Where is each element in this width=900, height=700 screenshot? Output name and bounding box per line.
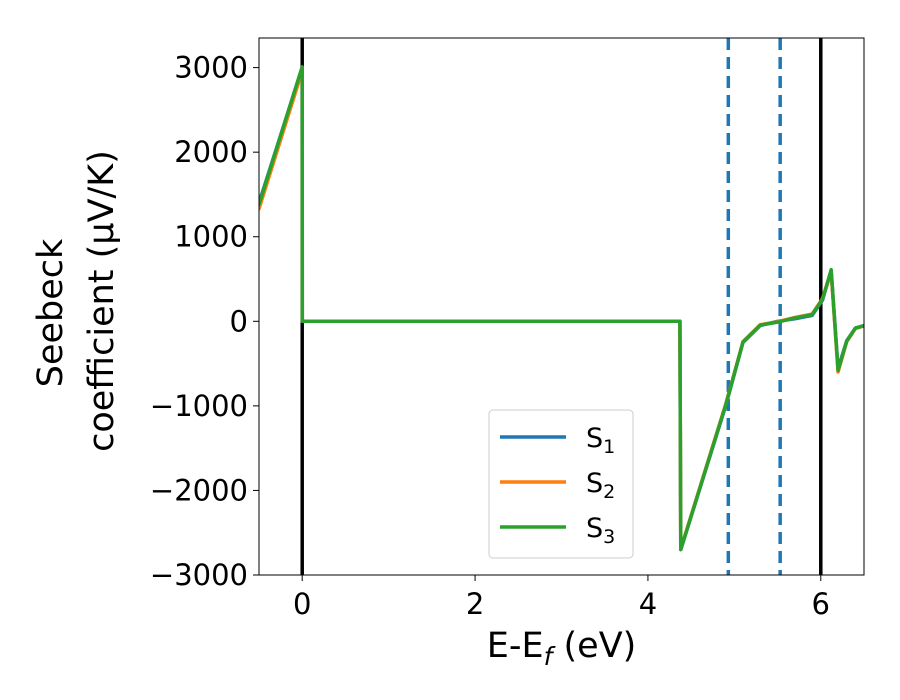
x-tick-label: 4	[639, 587, 657, 621]
y-tick-label: 3000	[174, 51, 248, 85]
y-axis-label-line1: Seebeck	[31, 238, 71, 387]
axis-ticks: 0 2 4 6 −3000 −2000 −1000 0 1000 2000 3000	[150, 51, 830, 621]
x-tick-label: 2	[466, 587, 484, 621]
y-axis-label-line2: coefficient (μV/K)	[82, 150, 122, 452]
legend-label-1: S1	[586, 423, 615, 458]
plot-area	[259, 38, 864, 575]
y-tick-label: 1000	[174, 220, 248, 254]
x-tick-label: 6	[812, 587, 830, 621]
plot-frame	[258, 37, 865, 576]
x-tick-label: 0	[293, 587, 311, 621]
x-axis-label-unit: (eV)	[552, 626, 636, 666]
x-axis-label: E-Ef (eV)	[487, 626, 637, 671]
x-axis-label-main: E-E	[487, 626, 544, 666]
y-tick-label: 2000	[174, 135, 248, 169]
y-axis-label: Seebeck coefficient (μV/K)	[31, 150, 122, 452]
y-tick-label: −3000	[150, 558, 248, 592]
y-tick-label: 0	[230, 304, 248, 338]
y-tick-label: −1000	[150, 389, 248, 423]
y-tick-label: −2000	[150, 473, 248, 507]
legend-box	[488, 409, 634, 559]
legend: S1 S2 S3	[488, 409, 634, 559]
legend-label-3: S3	[586, 513, 615, 548]
series-line-3	[259, 65, 864, 552]
legend-label-2: S2	[586, 468, 615, 503]
